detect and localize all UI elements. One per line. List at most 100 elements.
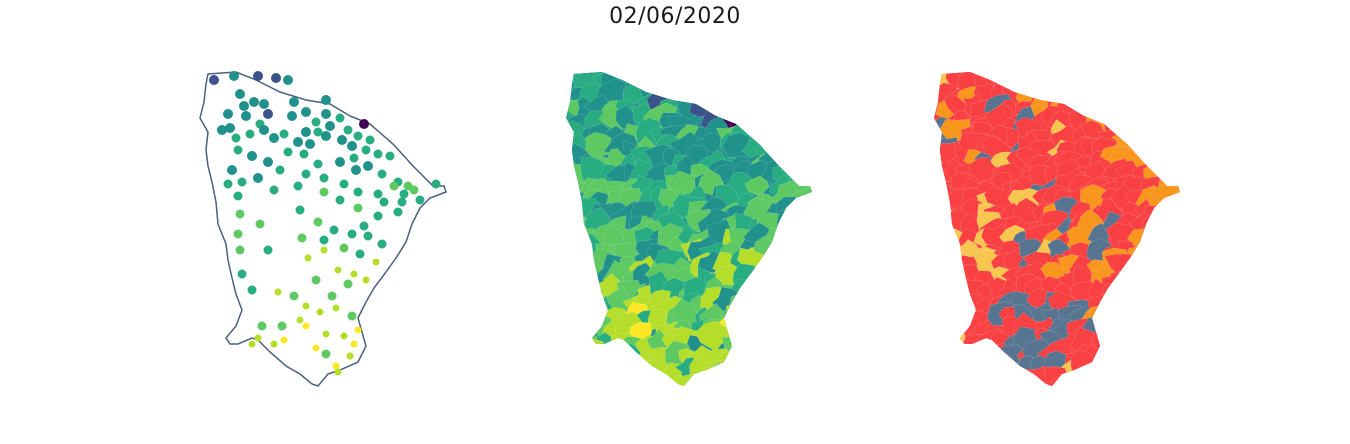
municipality-polygon xyxy=(566,325,588,342)
municipality-polygon xyxy=(1150,242,1180,270)
municipality-polygon xyxy=(1162,266,1180,286)
municipality-polygon xyxy=(566,368,575,386)
municipality-polygon xyxy=(604,148,630,168)
municipality-point xyxy=(327,291,337,301)
municipality-polygon xyxy=(997,72,1028,77)
municipality-point xyxy=(255,219,265,229)
municipality-polygon xyxy=(774,107,799,133)
municipality-polygon xyxy=(1155,213,1175,232)
municipality-polygon xyxy=(934,348,955,368)
municipality-point xyxy=(233,191,243,201)
municipality-polygon xyxy=(754,270,781,295)
municipality-polygon xyxy=(1141,72,1172,85)
municipality-polygon xyxy=(577,375,604,386)
municipality-polygon xyxy=(1141,323,1173,345)
municipality-polygon xyxy=(934,365,954,386)
municipality-polygon xyxy=(739,317,761,338)
municipality-polygon xyxy=(761,100,789,127)
municipality-polygon xyxy=(799,347,812,365)
municipality-polygon xyxy=(1102,110,1129,134)
municipality-point xyxy=(312,344,320,352)
municipality-polygon xyxy=(590,367,612,386)
municipality-polygon xyxy=(770,365,798,386)
municipality-point xyxy=(289,97,299,107)
municipality-polygon xyxy=(1168,73,1180,97)
municipality-polygon xyxy=(775,76,807,108)
municipality-point xyxy=(313,127,323,137)
municipality-polygon xyxy=(1135,327,1163,355)
municipality-polygon xyxy=(934,303,945,325)
municipality-polygon xyxy=(1095,349,1125,373)
municipality-polygon xyxy=(729,331,764,359)
municipality-point xyxy=(259,99,269,109)
municipality-point xyxy=(305,139,315,149)
municipality-point xyxy=(361,145,371,155)
municipality-point xyxy=(337,135,347,145)
municipality-polygon xyxy=(774,292,799,315)
municipality-polygon xyxy=(716,98,743,122)
municipality-point xyxy=(223,109,233,119)
municipality-polygon xyxy=(934,242,963,266)
municipality-polygon xyxy=(1117,302,1137,324)
municipality-polygon xyxy=(1153,72,1175,79)
municipality-point xyxy=(334,266,342,274)
municipality-polygon xyxy=(799,200,812,228)
municipality-polygon xyxy=(566,200,578,223)
municipality-polygon xyxy=(1159,139,1180,157)
municipality-polygon xyxy=(1082,72,1118,95)
municipality-polygon xyxy=(797,317,812,344)
municipality-polygon xyxy=(566,228,590,253)
municipality-polygon xyxy=(934,278,940,307)
municipality-polygon xyxy=(1122,315,1154,339)
municipality-polygon xyxy=(1170,225,1180,254)
municipality-point xyxy=(335,157,345,167)
municipality-polygon xyxy=(577,338,604,363)
municipality-polygon xyxy=(770,72,806,84)
municipality-polygon xyxy=(740,87,777,107)
municipality-polygon xyxy=(1070,281,1097,301)
municipality-polygon xyxy=(1082,365,1107,384)
municipality-polygon xyxy=(786,123,809,143)
municipality-point xyxy=(293,181,303,191)
municipality-polygon xyxy=(986,352,1015,377)
municipality-polygon xyxy=(739,316,767,337)
municipality-polygon xyxy=(1162,322,1180,354)
municipality-polygon xyxy=(934,229,947,259)
municipality-polygon xyxy=(1109,279,1134,302)
municipality-polygon xyxy=(1153,122,1175,146)
municipality-polygon xyxy=(807,214,812,239)
municipality-point xyxy=(280,336,288,344)
municipality-point xyxy=(223,179,233,189)
municipality-polygon xyxy=(777,271,795,291)
municipality-polygon xyxy=(1166,250,1180,271)
municipality-polygon xyxy=(736,72,757,77)
municipality-polygon xyxy=(1029,72,1056,96)
municipality-polygon xyxy=(934,301,957,329)
municipality-polygon xyxy=(788,85,812,113)
municipality-polygon xyxy=(751,116,775,144)
municipality-polygon xyxy=(795,72,812,90)
municipality-polygon xyxy=(1075,72,1094,81)
municipality-polygon xyxy=(566,291,575,316)
municipality-polygon xyxy=(1168,108,1180,135)
municipality-point xyxy=(313,217,323,227)
municipality-polygon xyxy=(746,333,767,355)
municipality-point xyxy=(319,235,329,245)
municipality-point xyxy=(235,245,245,255)
municipality-point xyxy=(373,211,383,221)
municipality-point xyxy=(343,125,353,135)
municipality-polygon xyxy=(934,331,954,360)
municipality-point xyxy=(241,111,251,121)
municipality-polygon xyxy=(566,176,572,202)
municipality-polygon xyxy=(729,72,760,99)
municipality-polygon xyxy=(1101,296,1131,321)
municipality-polygon xyxy=(745,311,771,330)
municipality-point xyxy=(373,189,383,199)
municipality-polygon xyxy=(960,367,982,386)
municipality-polygon xyxy=(1013,372,1039,386)
municipality-point xyxy=(302,322,310,330)
municipality-polygon xyxy=(566,256,580,282)
municipality-polygon xyxy=(1168,242,1180,262)
municipality-polygon xyxy=(1060,72,1084,81)
municipality-polygon xyxy=(769,237,795,260)
